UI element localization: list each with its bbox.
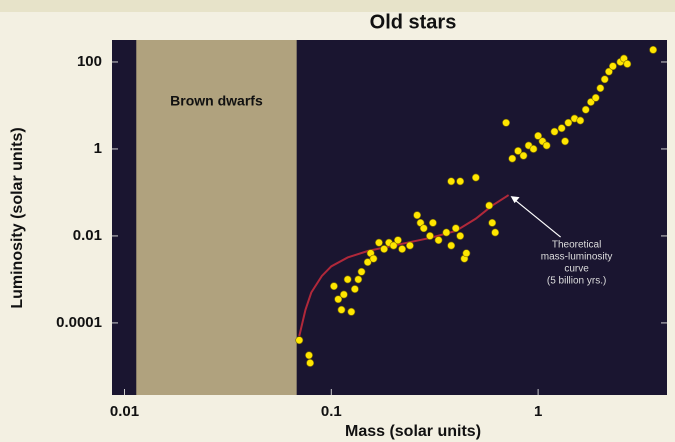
star-point xyxy=(369,254,378,263)
star-point xyxy=(542,141,551,150)
star-point xyxy=(419,224,428,233)
annotation-text: curve xyxy=(564,264,589,275)
x-tick-label: 0.01 xyxy=(110,403,139,420)
star-point xyxy=(389,241,398,250)
region-label: Brown dwarfs xyxy=(170,93,263,109)
star-point xyxy=(534,131,543,140)
star-point xyxy=(413,211,422,220)
arrow-head xyxy=(510,196,520,204)
star-point xyxy=(447,177,456,186)
y-tick-label: 100 xyxy=(77,53,102,70)
top-strip xyxy=(0,0,675,12)
star-point xyxy=(429,218,437,227)
star-point xyxy=(343,275,352,284)
x-axis-label: Mass (solar units) xyxy=(345,423,481,440)
star-point xyxy=(354,275,363,284)
star-point xyxy=(398,245,407,253)
annotation-text: (5 billion yrs.) xyxy=(547,276,606,287)
star-point xyxy=(591,93,600,102)
y-tick-label: 0.0001 xyxy=(56,314,102,331)
star-point xyxy=(529,145,538,153)
star-point xyxy=(485,201,494,210)
star-point xyxy=(380,245,389,253)
star-point xyxy=(488,218,497,227)
x-tick-label: 0.1 xyxy=(321,403,342,420)
shaded-region xyxy=(136,40,297,395)
star-point xyxy=(649,45,658,54)
star-point xyxy=(451,224,460,233)
star-point xyxy=(471,173,480,182)
annotation-text: mass-luminosity xyxy=(541,252,613,263)
star-point xyxy=(605,67,613,76)
star-point xyxy=(337,305,346,314)
annotation-text: Theoretical xyxy=(552,240,601,251)
x-tick-label: 1 xyxy=(534,403,542,420)
star-point xyxy=(561,137,569,146)
star-point xyxy=(375,238,383,247)
star-point xyxy=(456,232,465,240)
star-point xyxy=(347,307,356,316)
star-point xyxy=(502,118,510,127)
star-point xyxy=(600,75,609,84)
star-point xyxy=(514,147,522,155)
star-point xyxy=(305,351,313,360)
star-point xyxy=(334,295,343,304)
star-point xyxy=(623,60,632,68)
star-point xyxy=(330,282,338,291)
chart-title: Old stars xyxy=(370,11,457,33)
y-tick-label: 0.01 xyxy=(73,227,102,244)
star-point xyxy=(596,84,605,93)
star-point xyxy=(406,241,414,250)
star-point xyxy=(508,154,517,163)
star-point xyxy=(394,236,402,245)
star-point xyxy=(576,116,585,125)
star-point xyxy=(447,241,456,250)
y-axis-label: Luminosity (solar units) xyxy=(9,127,26,308)
star-point xyxy=(350,285,359,293)
y-tick-label: 1 xyxy=(94,140,102,157)
star-point xyxy=(339,290,348,299)
star-point xyxy=(306,359,315,367)
star-point xyxy=(363,258,372,267)
star-point xyxy=(434,236,443,245)
star-point xyxy=(519,151,528,160)
star-point xyxy=(564,118,573,127)
star-point xyxy=(456,177,465,186)
star-point xyxy=(609,62,617,71)
star-point xyxy=(581,105,590,114)
star-point xyxy=(426,232,434,240)
star-point xyxy=(295,336,304,345)
star-point xyxy=(557,124,566,133)
star-point xyxy=(357,267,366,276)
star-point xyxy=(442,228,451,237)
star-point xyxy=(550,127,559,136)
star-point xyxy=(491,228,500,237)
star-point xyxy=(462,249,471,258)
annotation-arrow xyxy=(512,197,561,238)
